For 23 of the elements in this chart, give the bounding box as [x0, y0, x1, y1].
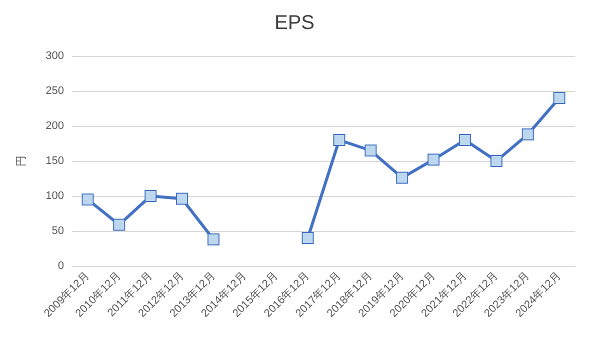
point [396, 172, 408, 184]
point [333, 134, 346, 146]
point [302, 232, 314, 244]
y-tick-label: 250 [46, 85, 64, 97]
point [364, 144, 377, 156]
y-axis-title: 円 [16, 156, 28, 166]
y-tick-label: 200 [46, 120, 64, 132]
chart-title: EPS [274, 12, 315, 34]
point [553, 92, 566, 104]
point [176, 192, 188, 205]
point [522, 128, 534, 140]
y-tick-label: 0 [58, 260, 64, 272]
point [113, 218, 126, 231]
y-tick-label: 100 [46, 190, 64, 202]
point [207, 233, 220, 246]
y-tick-label: 150 [46, 155, 64, 167]
y-tick-label: 50 [52, 225, 64, 237]
point [144, 190, 157, 202]
point [490, 155, 502, 167]
point [428, 154, 440, 166]
point [82, 194, 94, 206]
y-tick-label: 300 [46, 50, 64, 62]
point [458, 134, 471, 146]
